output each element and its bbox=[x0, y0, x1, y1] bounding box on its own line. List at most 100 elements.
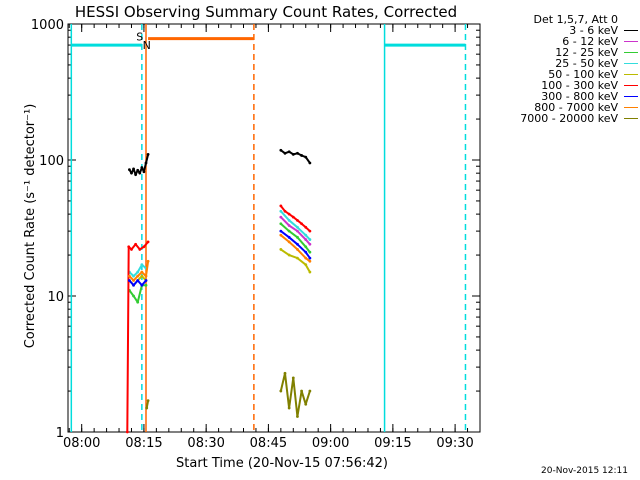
data-point bbox=[283, 151, 287, 155]
legend-swatch bbox=[624, 118, 638, 119]
legend-swatch bbox=[624, 30, 638, 31]
data-point bbox=[279, 148, 283, 152]
data-point bbox=[287, 406, 291, 410]
y-tick-label: 100 bbox=[39, 154, 64, 169]
data-point bbox=[304, 155, 308, 159]
legend-entry: 100 - 300 keV bbox=[478, 80, 638, 91]
data-point bbox=[287, 229, 291, 233]
data-point bbox=[279, 233, 283, 237]
data-point bbox=[287, 240, 291, 244]
legend-swatch bbox=[624, 74, 638, 75]
data-point bbox=[308, 270, 312, 274]
legend-entry: 7000 - 20000 keV bbox=[478, 113, 638, 124]
legend-entry-label: 25 - 50 keV bbox=[555, 57, 618, 70]
data-point bbox=[144, 161, 148, 165]
footer-timestamp: 20-Nov-2015 12:11 bbox=[541, 466, 628, 476]
x-tick-label: 08:45 bbox=[250, 436, 287, 451]
data-point bbox=[304, 225, 308, 229]
data-point bbox=[144, 274, 148, 278]
series-line bbox=[128, 284, 146, 304]
legend-swatch bbox=[624, 96, 638, 97]
legend-entry: 300 - 800 keV bbox=[478, 91, 638, 102]
legend-swatch bbox=[624, 107, 638, 108]
data-point bbox=[144, 279, 148, 282]
data-point bbox=[304, 256, 308, 260]
data-point bbox=[287, 212, 291, 216]
plot-area: 1 10 100 1000 08:00 08:15 08:30 08:45 09:00 09:15… bbox=[31, 18, 481, 451]
data-point bbox=[296, 218, 299, 222]
data-point bbox=[132, 294, 135, 298]
data-point bbox=[279, 222, 283, 226]
data-point bbox=[300, 222, 303, 226]
data-point bbox=[136, 300, 140, 304]
data-point bbox=[291, 376, 295, 380]
data-point bbox=[287, 253, 291, 257]
legend-entry: 6 - 12 keV bbox=[478, 36, 638, 47]
state-annotation: S bbox=[136, 31, 143, 44]
data-point bbox=[138, 171, 142, 175]
data-point bbox=[308, 259, 312, 263]
data-point bbox=[140, 166, 144, 169]
data-point bbox=[308, 242, 312, 246]
data-point bbox=[128, 274, 131, 278]
x-tick-label: 09:15 bbox=[374, 436, 411, 451]
data-point bbox=[134, 242, 138, 246]
legend-entry-label: 3 - 6 keV bbox=[569, 24, 618, 37]
data-point bbox=[279, 215, 283, 219]
data-point bbox=[134, 173, 138, 177]
data-point bbox=[128, 168, 131, 171]
legend-entry: 3 - 6 keV bbox=[478, 25, 638, 36]
legend-swatch bbox=[624, 41, 638, 42]
data-point bbox=[296, 151, 299, 155]
data-point bbox=[136, 270, 140, 274]
data-point bbox=[287, 150, 291, 154]
data-point bbox=[304, 263, 308, 267]
data-point bbox=[304, 238, 308, 241]
state-annotation: N bbox=[143, 39, 151, 52]
data-point bbox=[142, 245, 146, 249]
data-point bbox=[283, 371, 287, 375]
data-point bbox=[279, 389, 283, 393]
data-point bbox=[140, 270, 144, 274]
data-point bbox=[300, 154, 303, 157]
data-point bbox=[296, 235, 299, 239]
data-point bbox=[146, 152, 150, 156]
data-point bbox=[130, 248, 133, 251]
legend-title: Det 1,5,7, Att 0 bbox=[533, 13, 618, 26]
data-point bbox=[308, 229, 312, 233]
legend-entry-label: 50 - 100 keV bbox=[548, 68, 618, 81]
x-axis-label: Start Time (20-Nov-15 07:56:42) bbox=[176, 456, 388, 471]
y-tick-label: 1 bbox=[56, 426, 64, 441]
legend-swatch bbox=[624, 52, 638, 53]
data-point bbox=[287, 218, 291, 222]
data-point bbox=[136, 168, 140, 172]
data-point bbox=[138, 248, 142, 251]
data-point bbox=[279, 204, 283, 208]
data-point bbox=[304, 245, 308, 249]
data-point bbox=[296, 225, 299, 229]
legend-entry: 50 - 100 keV bbox=[478, 69, 638, 80]
data-point bbox=[308, 161, 312, 165]
data-point bbox=[287, 235, 291, 239]
series-line bbox=[279, 372, 311, 418]
data-point bbox=[125, 430, 129, 434]
legend-entry-label: 7000 - 20000 keV bbox=[520, 112, 618, 125]
data-point bbox=[283, 209, 287, 213]
x-tick-label: 08:00 bbox=[63, 436, 100, 451]
legend-entry-label: 800 - 7000 keV bbox=[534, 101, 618, 114]
x-tick-label: 08:30 bbox=[187, 436, 224, 451]
data-point bbox=[279, 229, 283, 233]
legend-swatch bbox=[624, 85, 638, 86]
legend-entry-label: 12 - 25 keV bbox=[555, 46, 618, 59]
data-point bbox=[146, 399, 150, 403]
data-point bbox=[308, 250, 312, 254]
x-tick-label: 09:30 bbox=[436, 436, 473, 451]
data-point bbox=[136, 274, 140, 278]
data-point bbox=[291, 215, 295, 219]
plot-frame bbox=[67, 23, 481, 433]
data-point bbox=[287, 224, 291, 227]
data-point bbox=[142, 170, 146, 174]
data-point bbox=[304, 233, 308, 237]
data-point bbox=[128, 279, 131, 282]
data-point bbox=[296, 415, 299, 418]
